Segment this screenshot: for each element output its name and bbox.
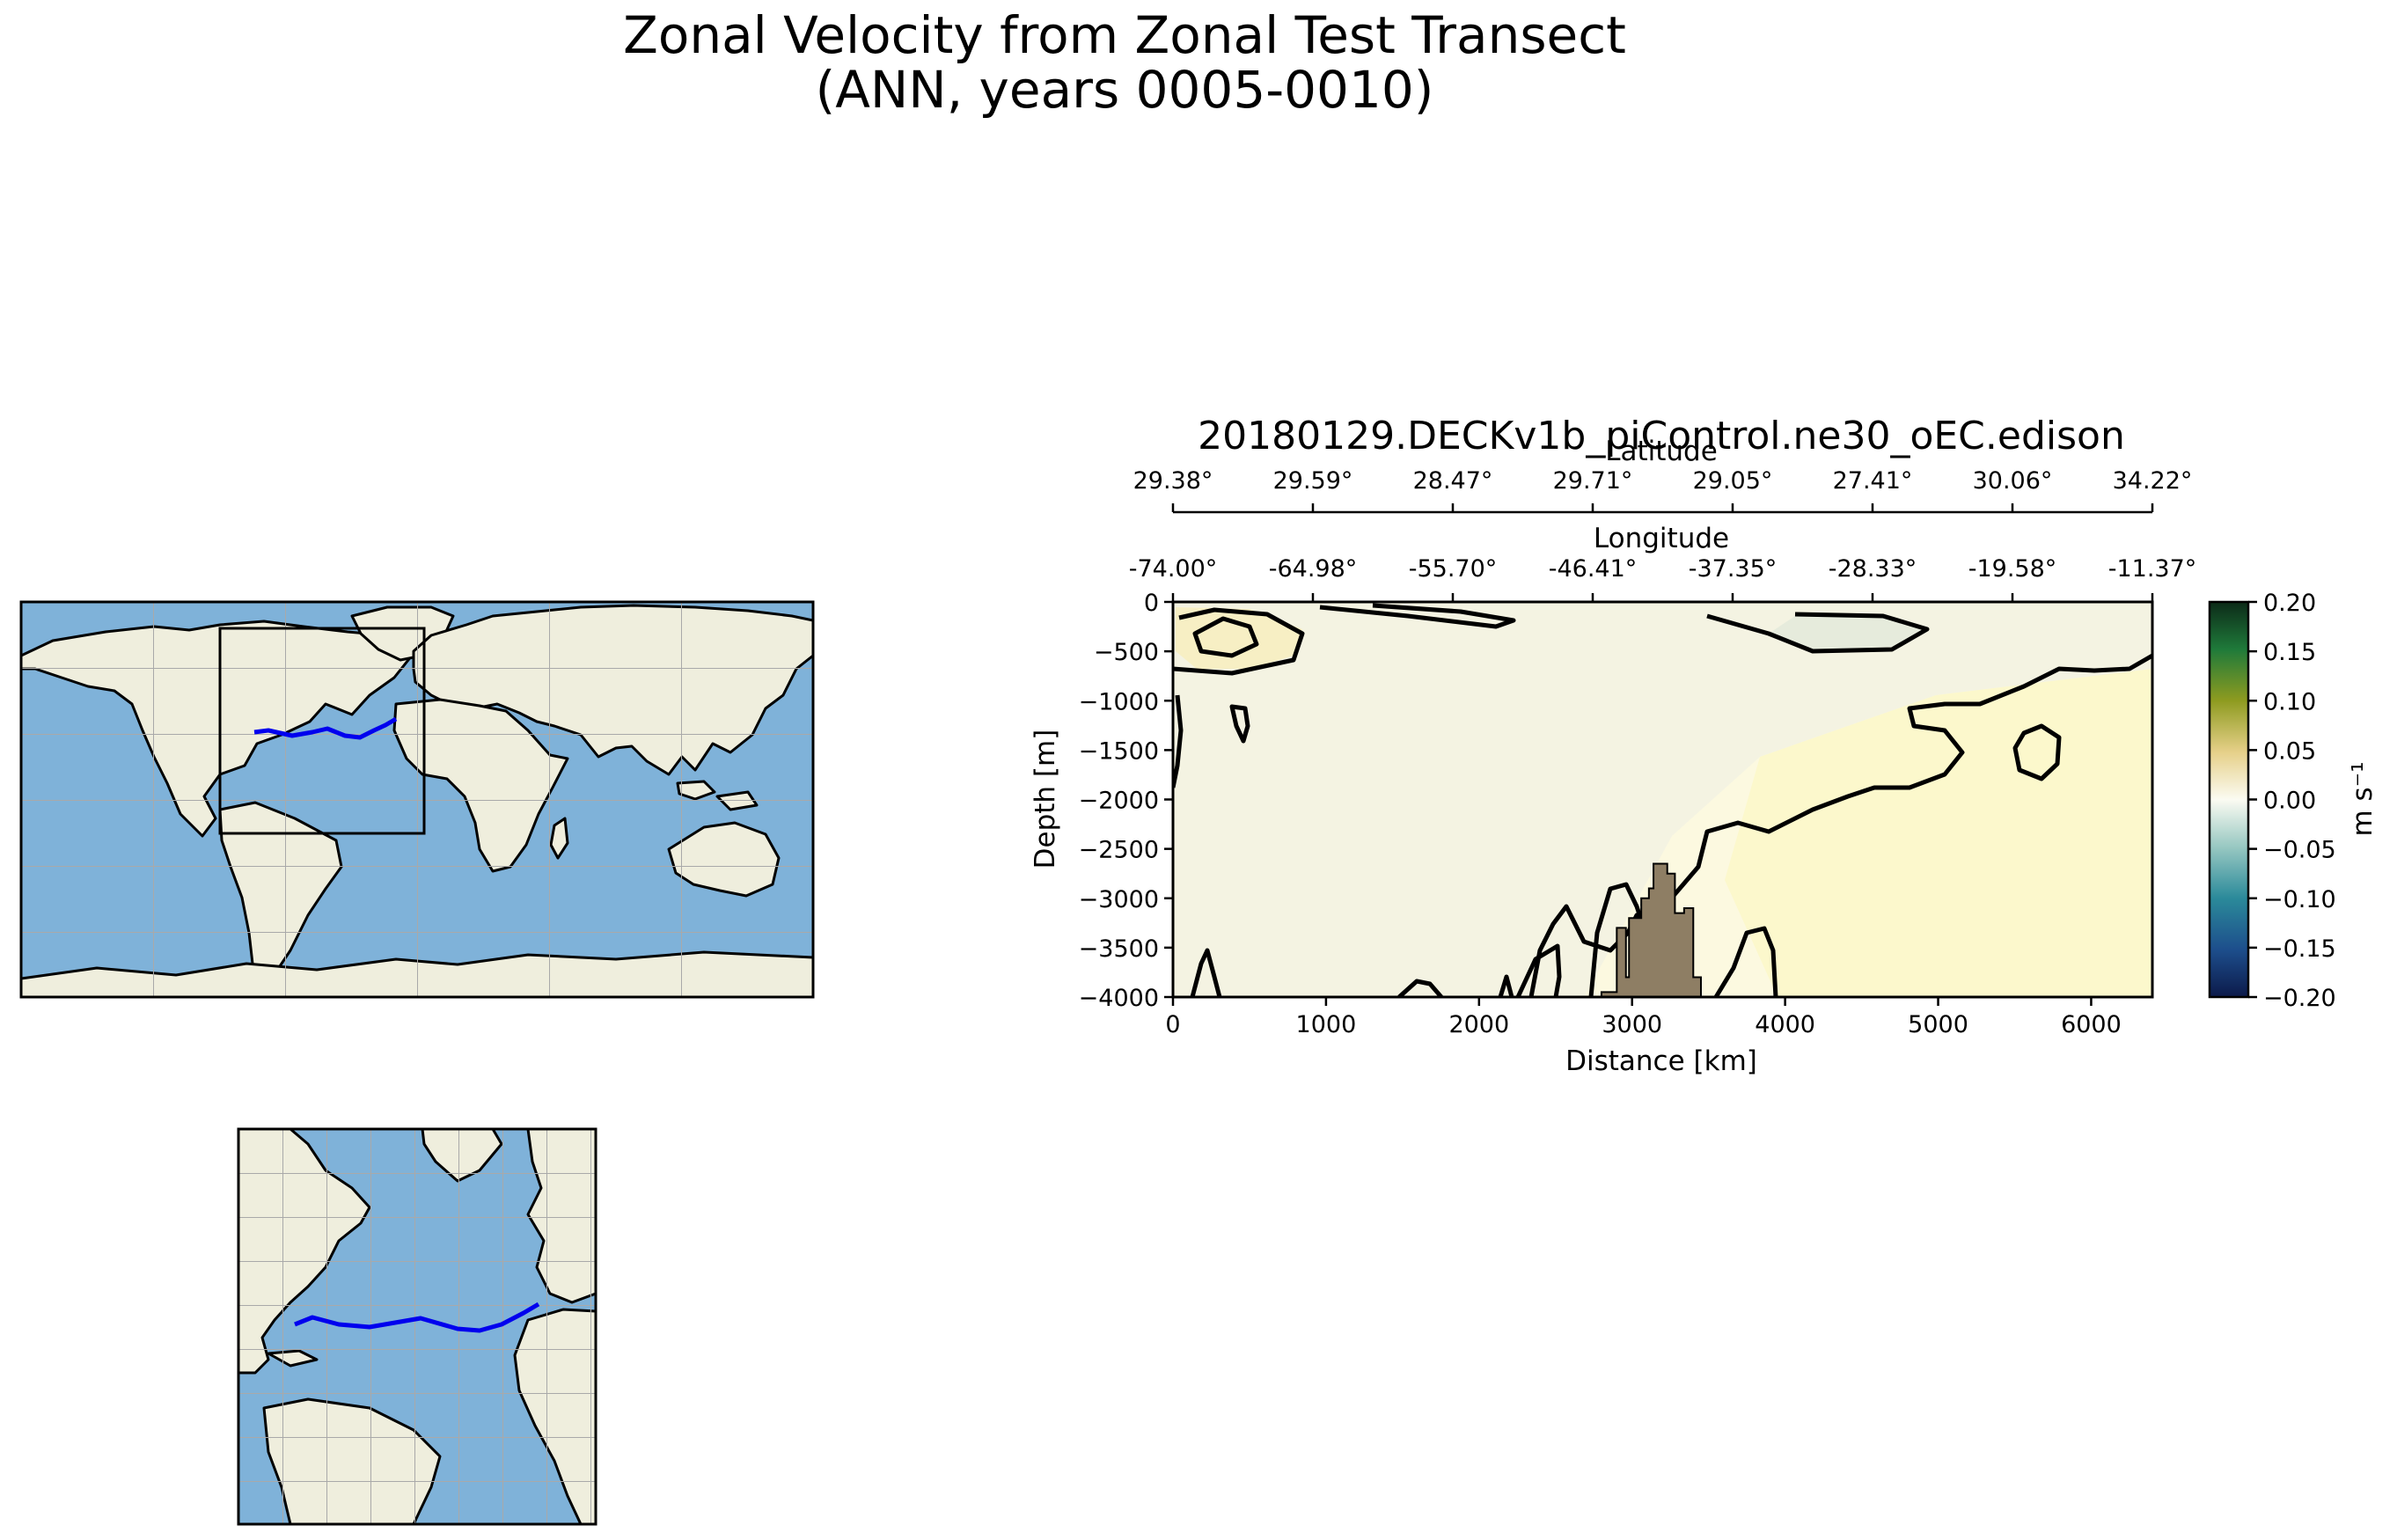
colorbar-tick-label: 0.05 xyxy=(2263,737,2316,765)
inset-gridlines xyxy=(238,1129,596,1524)
y-tick-label: −1000 xyxy=(1079,688,1159,715)
inset-map xyxy=(238,1129,596,1524)
x-tick-label: 4000 xyxy=(1755,1011,1815,1038)
figure-title-line2: (ANN, years 0005-0010) xyxy=(816,60,1434,120)
global-map xyxy=(21,602,813,997)
longitude-tick-label: -11.37° xyxy=(2108,555,2197,583)
latitude-tick-label: 29.59° xyxy=(1273,467,1353,495)
longitude-tick-label: -74.00° xyxy=(1129,555,1218,583)
y-tick-label: −2000 xyxy=(1079,788,1159,815)
colorbar-tick-label: 0.10 xyxy=(2263,688,2316,715)
latitude-tick-label: 29.71° xyxy=(1553,467,1633,495)
colorbar-tick-label: 0.20 xyxy=(2263,590,2316,617)
velocity-field xyxy=(1173,602,2152,997)
latitude-tick-label: 34.22° xyxy=(2113,467,2193,495)
latitude-tick-label: 29.38° xyxy=(1133,467,1213,495)
y-tick-label: −2500 xyxy=(1079,837,1159,864)
longitude-tick-label: -46.41° xyxy=(1549,555,1638,583)
latitude-tick-label: 29.05° xyxy=(1693,467,1773,495)
figure-title-line1: Zonal Velocity from Zonal Test Transect xyxy=(623,5,1626,65)
inset-transect-line xyxy=(294,1302,540,1333)
colorbar xyxy=(2208,600,2250,999)
y-tick-label: −3000 xyxy=(1079,886,1159,913)
field-weak-negative xyxy=(1173,602,2152,997)
y-tick-label: 0 xyxy=(1144,590,1159,617)
colorbar-tick-label: −0.05 xyxy=(2263,837,2336,864)
latitude-axis-label: Latitude xyxy=(1605,436,1718,467)
colorbar-label: m s⁻¹ xyxy=(2347,762,2379,837)
colorbar-ticks: 0.20 0.15 0.10 0.05 0.00 −0.05 −0.10 −0.15 −0.20 xyxy=(2248,590,2336,1012)
longitude-tick-label: -28.33° xyxy=(1829,555,1917,583)
plot-title: 20180129.DECKv1b_piControl.ne30_oEC.edis… xyxy=(1198,414,2125,458)
field-weak-positive xyxy=(1725,669,2152,997)
global-map-frame xyxy=(19,600,815,999)
longitude-ticks: -74.00° -64.98° -55.70° -46.41° -37.35° -28.3… xyxy=(1129,555,2197,602)
y-ticks: 0 −500 −1000 −1500 −2000 −2500 −3000 −3500 −4000 xyxy=(1079,590,1173,1012)
colorbar-tick-label: −0.15 xyxy=(2263,935,2336,963)
map-gridlines xyxy=(21,602,813,997)
colorbar-tick-label: −0.10 xyxy=(2263,886,2336,913)
colorbar-tick-label: 0.15 xyxy=(2263,639,2316,666)
y-axis-label: Depth [m] xyxy=(1030,730,1061,869)
x-tick-label: 2000 xyxy=(1448,1011,1509,1038)
inset-map-frame xyxy=(237,1127,597,1526)
longitude-tick-label: -64.98° xyxy=(1269,555,1358,583)
y-tick-label: −1500 xyxy=(1079,737,1159,765)
longitude-tick-label: -55.70° xyxy=(1409,555,1498,583)
transect-line xyxy=(253,716,398,740)
inset-extent-box xyxy=(218,627,426,835)
latitude-tick-label: 30.06° xyxy=(1973,467,2053,495)
latitude-ticks: 29.38° 29.59° 28.47° 29.71° 29.05° 27.41° 30.0… xyxy=(1133,467,2193,512)
y-tick-label: −500 xyxy=(1094,639,1159,666)
longitude-tick-label: -37.35° xyxy=(1689,555,1778,583)
x-tick-label: 0 xyxy=(1165,1011,1180,1038)
bathymetry xyxy=(1583,862,1702,997)
longitude-axis-label: Longitude xyxy=(1594,523,1729,554)
colorbar-tick-label: 0.00 xyxy=(2263,788,2316,815)
x-axis-label: Distance [km] xyxy=(1565,1045,1757,1077)
latitude-tick-label: 28.47° xyxy=(1413,467,1493,495)
x-ticks: 0 1000 2000 3000 4000 5000 6000 xyxy=(1165,997,2122,1038)
y-tick-label: −4000 xyxy=(1079,985,1159,1012)
latitude-tick-label: 27.41° xyxy=(1833,467,1913,495)
x-tick-label: 5000 xyxy=(1908,1011,1968,1038)
colorbar-tick-label: −0.20 xyxy=(2263,985,2336,1012)
zero-contours xyxy=(1173,603,2152,997)
y-tick-label: −3500 xyxy=(1079,935,1159,963)
x-tick-label: 6000 xyxy=(2061,1011,2122,1038)
field-negative-core xyxy=(1769,614,1927,649)
x-tick-label: 3000 xyxy=(1602,1011,1662,1038)
x-tick-label: 1000 xyxy=(1296,1011,1357,1038)
longitude-tick-label: -19.58° xyxy=(1968,555,2057,583)
